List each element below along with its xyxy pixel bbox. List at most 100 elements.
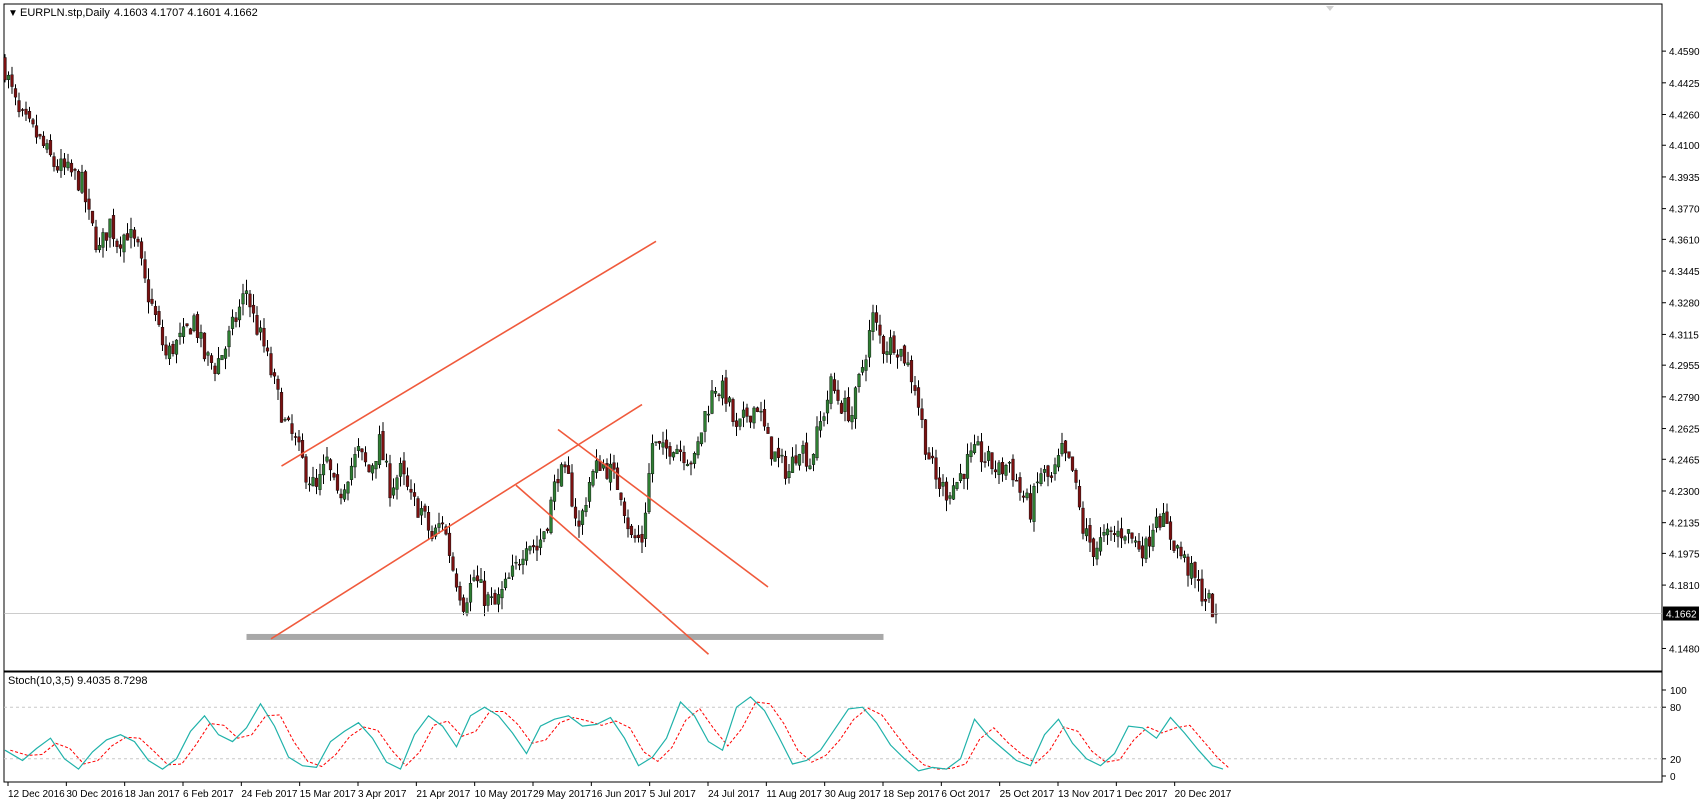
bear-candle [118,244,123,249]
bull-candle [1189,562,1194,579]
time-tick-label: 29 May 2017 [533,789,591,800]
stoch-main-line [4,696,1224,772]
stoch-lines-layer [4,696,1229,772]
current-price-marker: 4.1662 [4,606,1699,621]
bear-candle [745,407,749,417]
bear-candle [251,304,256,314]
bear-candle [689,462,693,465]
bull-candle [948,495,952,499]
bull-candle [356,446,361,451]
bull-candle [997,462,1001,475]
bull-candle [675,448,679,455]
bull-candle [59,158,63,171]
bear-candle [878,324,882,336]
bear-candle [615,467,620,490]
bull-candle [538,539,543,548]
bull-candle [342,489,347,500]
bear-candle [157,311,161,325]
bear-candle [293,436,298,438]
bear-candle [874,312,879,323]
bear-candle [304,456,308,483]
bear-candle [983,461,987,463]
bear-candle [783,455,788,479]
bull-candle [1007,462,1012,464]
bear-candle [234,317,238,322]
bull-candle [860,367,865,373]
time-tick-label: 20 Dec 2017 [1175,789,1232,800]
bear-candle [839,402,844,414]
bull-candle [958,473,963,482]
bear-candle [1014,480,1019,482]
bull-candle [391,487,396,496]
bull-candle [759,410,763,413]
bear-candle [920,408,924,420]
bear-candle [426,512,431,531]
bull-candle [206,352,210,356]
bear-candle [1088,525,1092,543]
bull-candle [580,510,585,525]
bear-candle [1140,545,1145,559]
bear-candle [171,344,175,354]
time-tick-label: 13 Nov 2017 [1058,789,1115,800]
bear-candle [748,415,753,423]
bull-candle [1175,545,1180,549]
bull-candle [108,218,112,238]
bull-candle [468,583,473,603]
time-tick-label: 15 Mar 2017 [300,789,357,800]
bear-candle [1067,451,1071,458]
bear-candle [416,498,420,518]
bear-candle [895,354,900,358]
bull-candle [510,565,515,577]
bear-candle [1074,469,1078,483]
bear-candle [136,238,140,243]
bull-candle [955,482,959,489]
stoch-axis: 100 80 20 0 [4,672,1687,783]
bull-candle [1035,481,1040,484]
channel-lines-layer [270,240,769,655]
channel-line-descending-lower [515,484,710,655]
bear-candle [132,229,137,239]
time-tick-label: 10 May 2017 [475,789,533,800]
bull-candle [283,419,287,421]
time-tick-label: 12 Dec 2016 [8,789,65,800]
bear-candle [104,232,109,241]
bull-candle [1161,512,1166,527]
bear-candle [73,168,77,171]
bull-candle [857,374,861,388]
bear-candle [188,328,193,335]
bull-candle [220,355,224,361]
header-menu-icon[interactable]: ▼ [8,8,18,19]
price-tick-label: 4.2955 [1669,361,1700,372]
candles-layer [3,54,1218,624]
bull-candle [437,523,441,528]
bull-candle [559,464,564,487]
bear-candle [1021,495,1026,498]
bull-candle [524,548,529,561]
bull-candle [433,527,438,537]
bear-candle [1179,546,1183,557]
time-tick-label: 6 Feb 2017 [183,789,234,800]
bull-candle [258,327,263,333]
bear-candle [381,431,385,461]
bear-candle [143,259,147,279]
bull-candle [584,505,588,513]
bull-candle [199,332,203,339]
bull-candle [703,411,707,432]
bear-candle [27,111,32,119]
bear-candle [1018,477,1022,493]
bear-candle [1091,538,1096,558]
price-tick-label: 4.2625 [1669,425,1700,436]
bear-candle [1063,440,1068,454]
bear-candle [1112,533,1117,536]
bull-candle [741,409,746,418]
bear-candle [846,397,851,422]
bull-candle [181,326,186,337]
scroll-marker-icon[interactable] [1326,6,1334,11]
bull-candle [237,306,242,321]
bear-candle [892,335,896,353]
bear-candle [1070,456,1075,471]
time-tick-label: 1 Dec 2017 [1116,789,1168,800]
